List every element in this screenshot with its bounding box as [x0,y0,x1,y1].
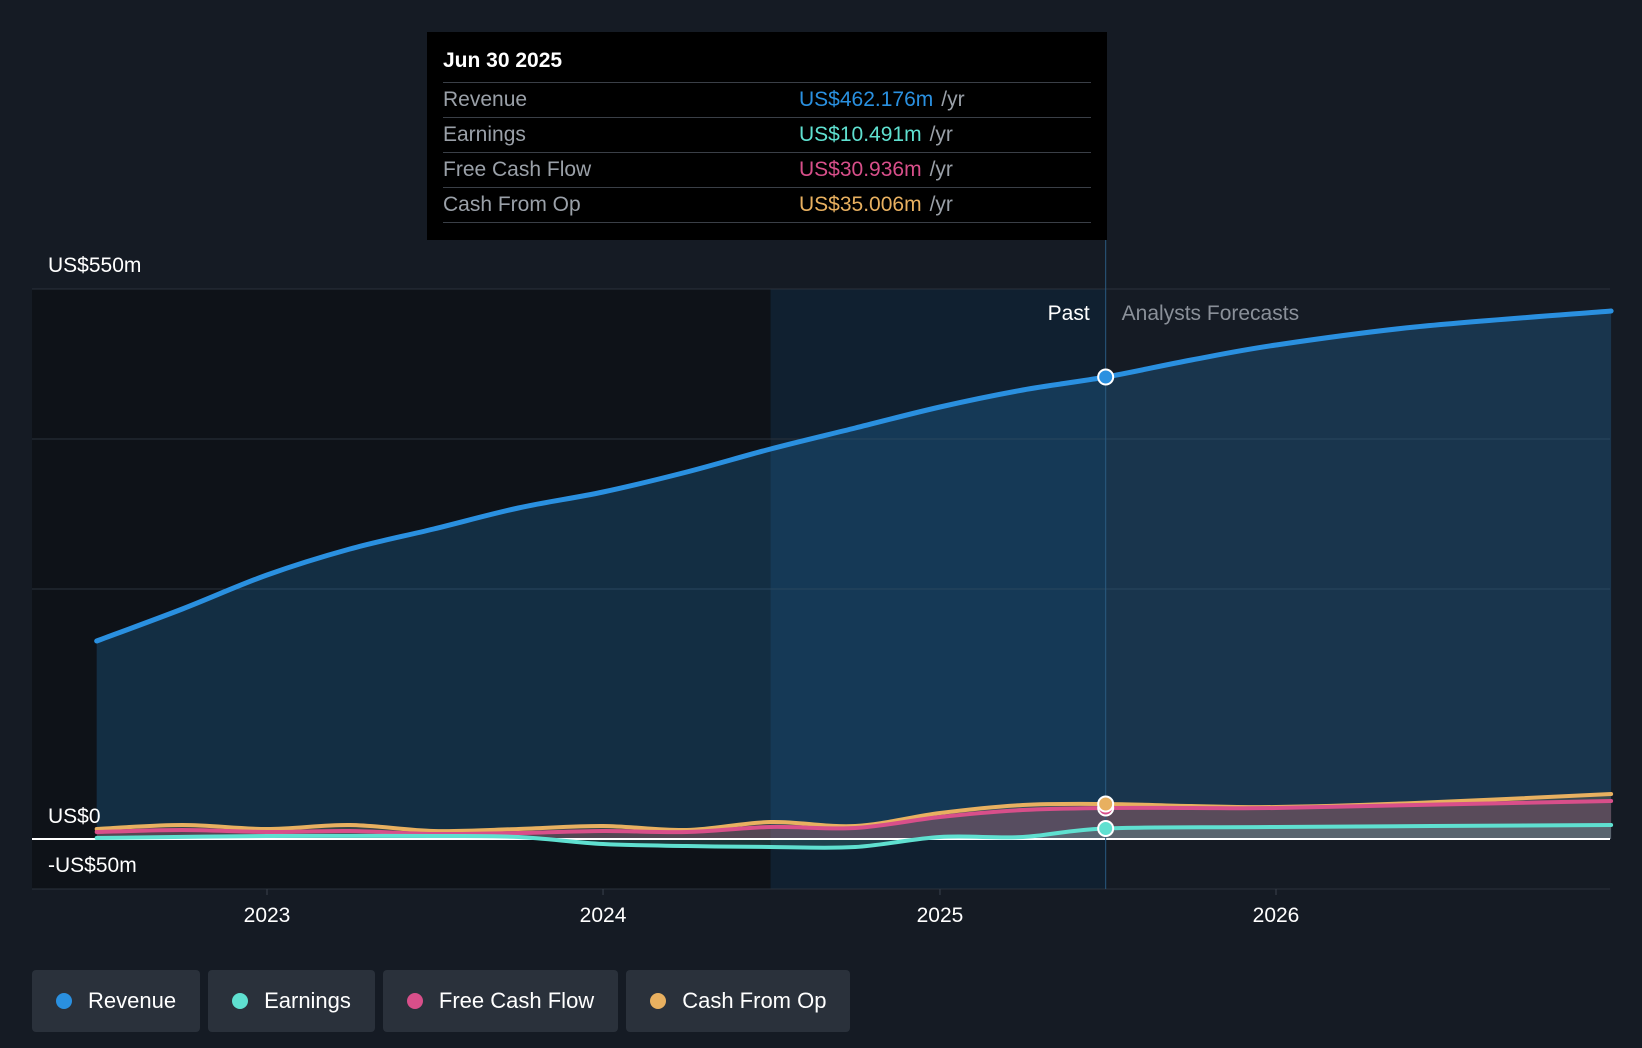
legend-dot-icon [232,993,249,1009]
legend-dot-icon [650,993,667,1009]
legend-dot-icon [406,993,423,1009]
y-axis-label-zero: US$0 [48,805,101,828]
y-axis-label-max: US$550m [48,254,141,277]
x-tick-label: 2024 [580,904,627,927]
series-line-revenue [94,308,1614,644]
tooltip-value: US$10.491m [799,123,922,146]
tooltip-row-free-cash-flow: Free Cash Flow US$30.936m/yr [443,153,1091,188]
tooltip-label: Earnings [443,123,526,146]
data-point-earnings[interactable] [1097,820,1115,837]
tooltip: Jun 30 2025 Revenue US$462.176m/yr Earni… [427,32,1107,240]
x-tick-label: 2025 [917,904,964,927]
series-markers [1097,368,1115,837]
legend-label: Free Cash Flow [438,988,595,1013]
legend-item-cash-from-op[interactable]: Cash From Op [626,970,851,1032]
tooltip-unit: /yr [941,88,965,111]
legend-label: Cash From Op [682,988,827,1013]
legend-item-free-cash-flow[interactable]: Free Cash Flow [382,970,619,1032]
series-line-earnings [94,823,1614,850]
grid-lines [32,288,1610,890]
tooltip-unit: /yr [929,158,953,181]
tooltip-value: US$30.936m [799,158,922,181]
tooltip-value: US$462.176m [799,88,934,111]
tooltip-label: Cash From Op [443,193,581,216]
tooltip-label: Free Cash Flow [443,158,592,181]
legend-item-revenue[interactable]: Revenue [32,970,201,1032]
tooltip-value: US$35.006m [799,193,922,216]
legend-dot-icon [56,993,72,1009]
tooltip-row-revenue: Revenue US$462.176m/yr [443,83,1091,118]
tooltip-date: Jun 30 2025 [443,46,1091,83]
y-axis-label-min: -US$50m [48,854,137,877]
legend-label: Revenue [88,988,177,1013]
data-point-cash-from-op[interactable] [1097,795,1115,813]
series-area-free-cash-flow [96,801,1612,839]
series-lines [94,308,1614,850]
tooltip-row-earnings: Earnings US$10.491m/yr [443,118,1091,153]
series-area-revenue [96,311,1612,839]
legend-label: Earnings [264,988,351,1013]
legend-item-earnings[interactable]: Earnings [208,970,375,1032]
past-label: Past [1048,302,1090,325]
series-line-free-cash-flow [94,799,1614,837]
tooltip-unit: /yr [929,123,953,146]
legend: Revenue Earnings Free Cash Flow Cash Fro… [32,970,851,1032]
x-tick-label: 2023 [244,904,291,927]
x-axis-ticks: 2023 2024 2025 2026 [244,889,1300,927]
data-point-revenue[interactable] [1097,368,1115,386]
tooltip-label: Revenue [443,88,528,111]
x-tick-label: 2026 [1253,904,1300,927]
tooltip-row-cash-from-op: Cash From Op US$35.006m/yr [443,188,1091,223]
series-area-earnings [96,825,1612,848]
forecast-label: Analysts Forecasts [1122,302,1299,325]
tooltip-unit: /yr [929,193,953,216]
